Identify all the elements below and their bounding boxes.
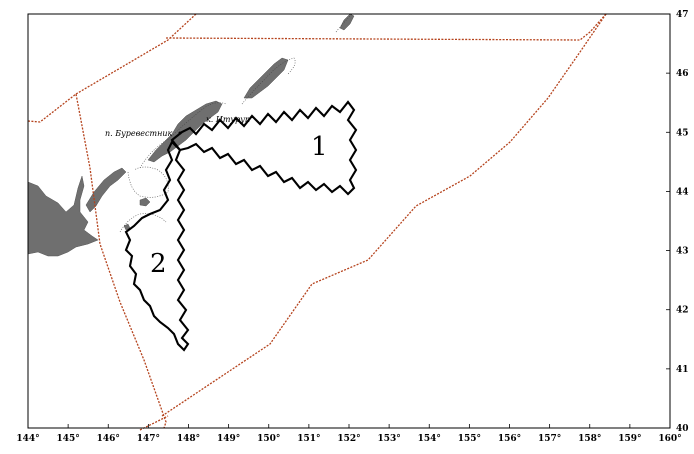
x-tick-label: 152° <box>337 434 360 444</box>
boundary-eastern <box>161 13 607 417</box>
x-tick-label: 148° <box>177 434 200 444</box>
isobath-iturup-outer <box>139 102 227 169</box>
boundary-north-east <box>165 13 607 41</box>
zone-2-label: 2 <box>150 249 167 279</box>
x-tick-label: 158° <box>578 434 601 444</box>
x-tick-label: 160° <box>658 434 681 444</box>
x-tick-label: 150° <box>257 434 280 444</box>
y-tick-label: 44 <box>676 187 689 197</box>
isobath-shelf-1 <box>127 166 169 198</box>
x-tick-label: 145° <box>56 434 79 444</box>
zone-1-outline <box>170 100 358 196</box>
x-tick-label: 151° <box>297 434 320 444</box>
y-tick-label: 42 <box>676 306 689 316</box>
burevestnik-marker <box>178 131 182 135</box>
y-axis: 40 41 42 43 44 45 46 47 <box>666 10 689 434</box>
simushir-island <box>339 13 355 31</box>
land-masses <box>27 13 355 257</box>
y-tick-label: 41 <box>676 365 689 375</box>
burevestnik-label: п. Буревестник <box>105 129 172 138</box>
place-labels: к. Итуруп п. Буревестник <box>105 115 250 138</box>
hokkaido-island <box>27 175 99 257</box>
x-tick-label: 154° <box>418 434 441 444</box>
isobaths <box>119 13 353 233</box>
y-tick-label: 46 <box>676 69 689 79</box>
y-tick-label: 43 <box>676 247 689 257</box>
boundary-lines <box>27 13 607 431</box>
zone-1-label: 1 <box>311 132 328 162</box>
x-tick-label: 144° <box>16 434 39 444</box>
boundary-north <box>75 13 197 95</box>
x-tick-label: 147° <box>137 434 160 444</box>
shikotan-island <box>139 197 151 207</box>
y-tick-label: 45 <box>676 128 689 138</box>
x-tick-label: 159° <box>618 434 641 444</box>
x-tick-label: 156° <box>498 434 521 444</box>
x-tick-label: 149° <box>217 434 240 444</box>
x-tick-label: 146° <box>97 434 120 444</box>
isobath-shelf-2 <box>119 213 167 233</box>
x-tick-label: 153° <box>377 434 400 444</box>
x-tick-label: 157° <box>538 434 561 444</box>
fishing-zones <box>124 100 358 352</box>
map-frame <box>27 13 671 429</box>
x-axis: 144° 145° 146° 147° 148° 149° 150° 151° 152° 153°… <box>16 424 682 444</box>
y-tick-label: 40 <box>676 424 689 434</box>
boundary-western <box>27 92 167 429</box>
kunashir-island <box>85 167 127 213</box>
y-tick-label: 47 <box>676 10 689 20</box>
zone-2-outline <box>124 140 190 352</box>
x-tick-label: 155° <box>458 434 481 444</box>
cape-iturup-label: к. Итуруп <box>206 115 250 124</box>
